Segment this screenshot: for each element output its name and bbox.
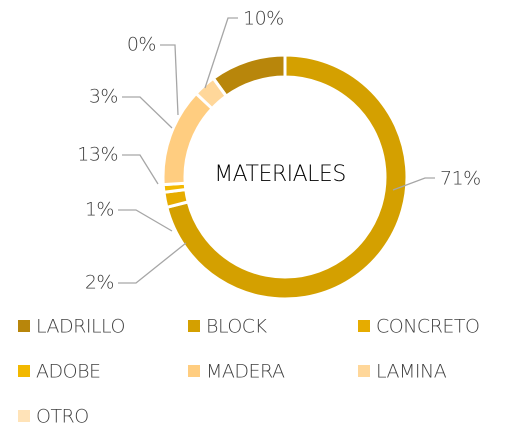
legend-label: BLOCK [206,316,268,338]
leader-line [122,154,159,185]
data-label: 2% [85,272,114,294]
legend-label: MADERA [206,361,285,383]
legend-label: LADRILLO [36,316,125,338]
slice [161,91,215,187]
legend-label: ADOBE [36,361,101,383]
legend-swatch [188,365,200,377]
leader-line [160,44,179,116]
leader-line [392,177,435,191]
leader-line [118,242,187,284]
legend-swatch [18,320,30,332]
chart-title: MATERIALES [214,162,346,187]
leader-line [122,96,173,129]
legend-swatch [18,365,30,377]
legend-swatch [188,320,200,332]
legend-label: CONCRETO [376,316,479,338]
data-label: 13% [77,144,118,166]
slice [212,77,228,97]
slice [165,53,409,301]
data-label: 10% [243,8,284,30]
leader-line [118,209,173,232]
legend-swatch [358,320,370,332]
data-label: 3% [89,86,118,108]
slice [211,53,287,99]
data-label: 71% [440,168,481,190]
data-label: 1% [85,199,114,221]
legend-label: LAMINA [376,361,447,383]
leader-line [204,17,238,89]
legend-label: OTRO [36,406,89,428]
legend-swatch [358,365,370,377]
legend-swatch [18,410,30,422]
data-label: 0% [127,34,156,56]
